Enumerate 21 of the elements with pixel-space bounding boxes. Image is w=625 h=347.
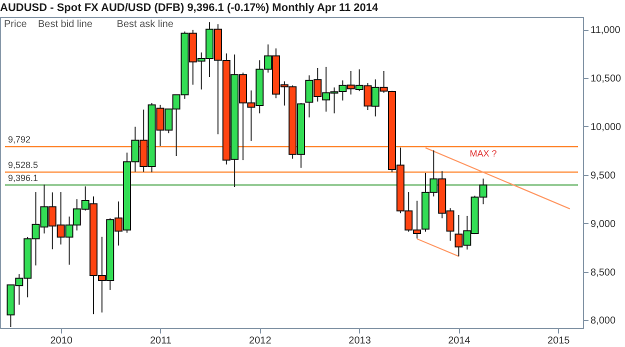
annotation: Price <box>4 19 28 30</box>
x-tick-label: 2015 <box>547 336 570 346</box>
x-tick-label: 2012 <box>249 336 272 346</box>
ref-line-label: 9,528.5 <box>8 160 38 170</box>
y-tick-label: 10,500 <box>590 74 622 85</box>
y-tick-label: 11,000 <box>590 25 621 36</box>
x-tick-label: 2014 <box>448 336 471 346</box>
x-tick-label: 2010 <box>50 336 73 346</box>
annotation: Best ask line <box>116 19 174 30</box>
y-tick-label: 8,000 <box>590 316 616 327</box>
chart-title: AUDUSD - Spot FX AUD/USD (DFB) 9,396.1 (-0.17%) Monthly Apr 11 2014 <box>0 2 380 14</box>
x-tick-label: 2013 <box>348 336 372 346</box>
x-tick-label: 2011 <box>150 336 172 346</box>
ref-line-label: 9,396.1 <box>8 172 38 183</box>
y-tick-label: 10,000 <box>590 122 622 133</box>
y-tick-label: 9,500 <box>590 170 616 182</box>
ref-line-label: 9,792 <box>8 134 31 145</box>
y-tick-label: 8,500 <box>590 267 616 278</box>
y-tick-label: 9,000 <box>590 218 616 230</box>
annotation: MAX ? <box>470 148 497 159</box>
annotation: Best bid line <box>38 19 93 30</box>
